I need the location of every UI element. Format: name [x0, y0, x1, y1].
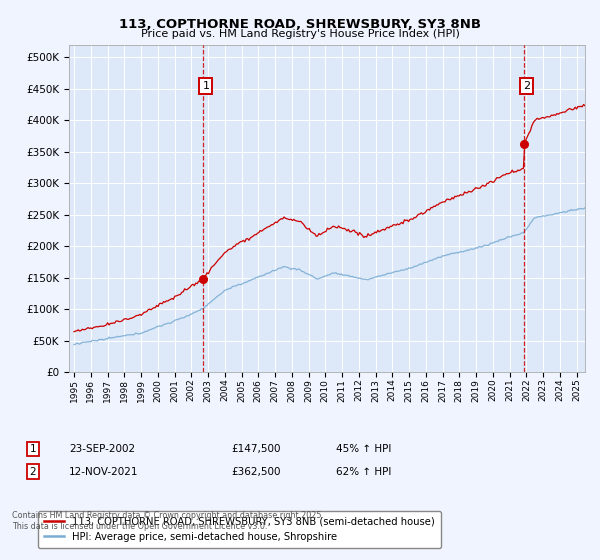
Text: Price paid vs. HM Land Registry's House Price Index (HPI): Price paid vs. HM Land Registry's House … [140, 29, 460, 39]
Text: 23-SEP-2002: 23-SEP-2002 [69, 444, 135, 454]
Text: This data is licensed under the Open Government Licence v3.0.: This data is licensed under the Open Gov… [12, 522, 268, 531]
Text: £362,500: £362,500 [231, 466, 281, 477]
Text: 2: 2 [29, 466, 37, 477]
Legend: 113, COPTHORNE ROAD, SHREWSBURY, SY3 8NB (semi-detached house), HPI: Average pri: 113, COPTHORNE ROAD, SHREWSBURY, SY3 8NB… [38, 511, 440, 548]
Text: Contains HM Land Registry data © Crown copyright and database right 2025.: Contains HM Land Registry data © Crown c… [12, 511, 324, 520]
Text: 113, COPTHORNE ROAD, SHREWSBURY, SY3 8NB: 113, COPTHORNE ROAD, SHREWSBURY, SY3 8NB [119, 18, 481, 31]
Text: 1: 1 [29, 444, 37, 454]
Text: 1: 1 [202, 81, 209, 91]
Text: 2: 2 [523, 81, 530, 91]
Text: 12-NOV-2021: 12-NOV-2021 [69, 466, 139, 477]
Text: £147,500: £147,500 [231, 444, 281, 454]
Text: 62% ↑ HPI: 62% ↑ HPI [336, 466, 391, 477]
Text: 45% ↑ HPI: 45% ↑ HPI [336, 444, 391, 454]
